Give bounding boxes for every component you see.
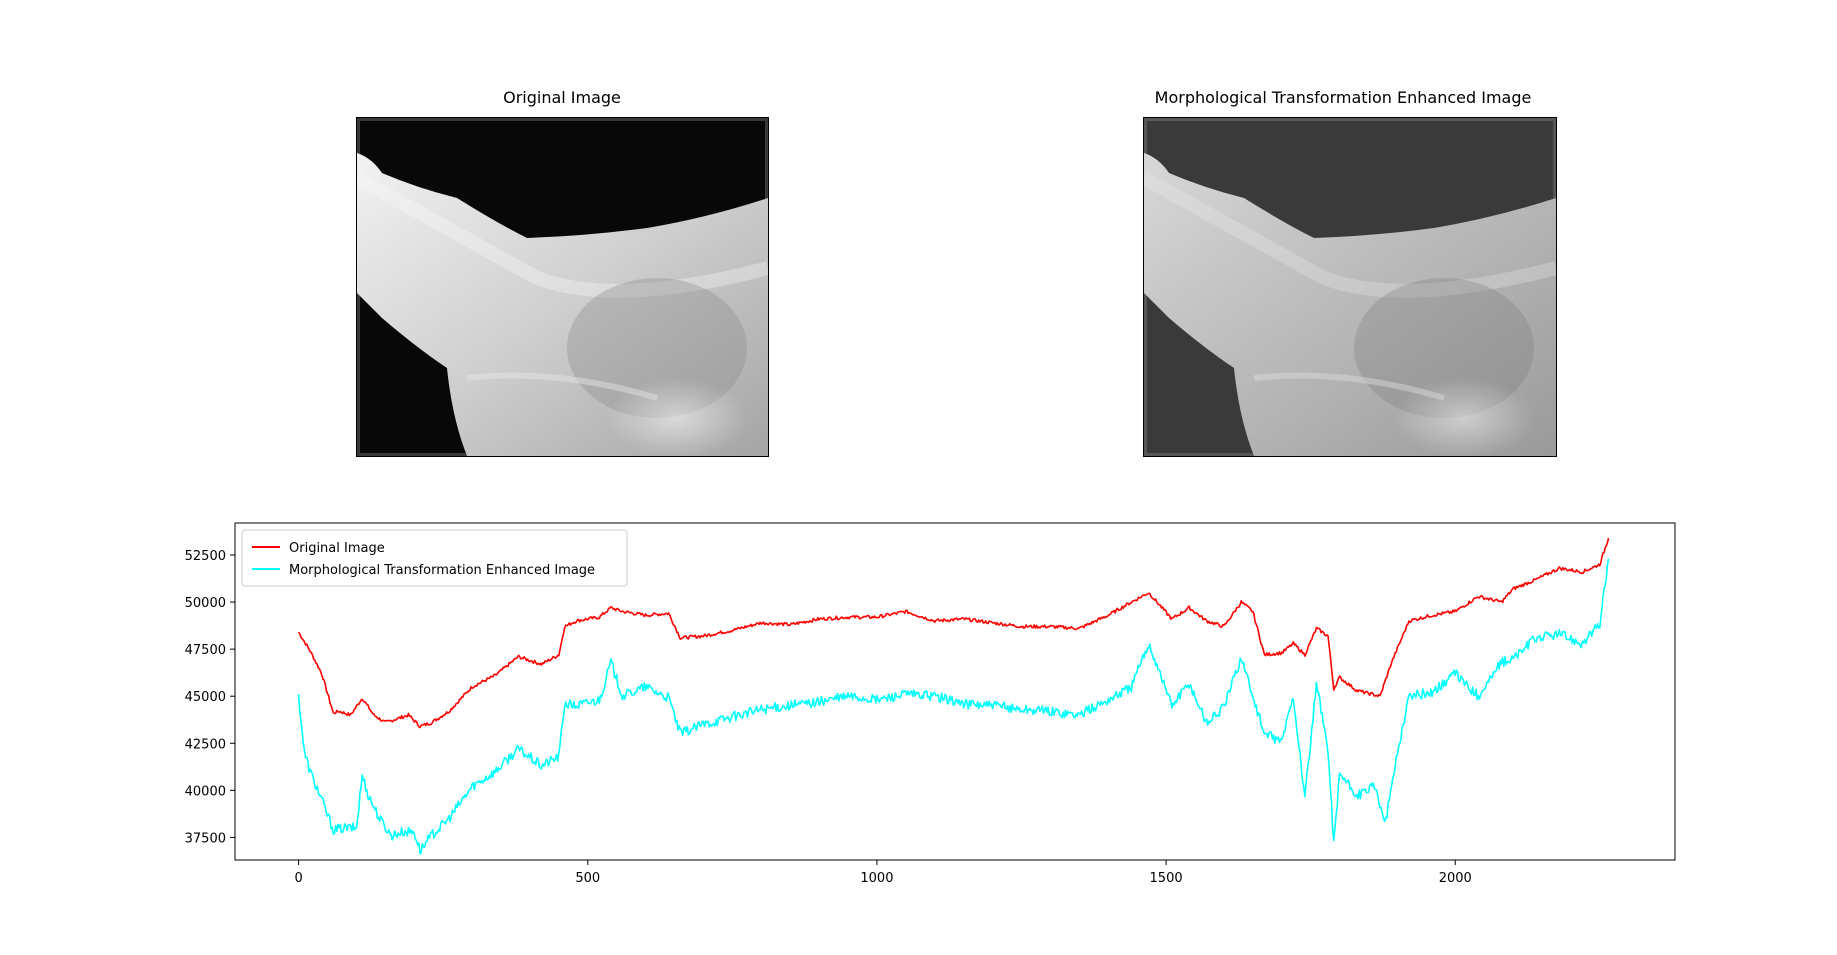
x-tick-label: 0 [294,871,302,886]
x-tick-label: 1000 [860,871,893,886]
series-line-0 [297,537,1610,729]
right-image-title: Morphological Transformation Enhanced Im… [1154,88,1532,107]
y-tick-label: 37500 [185,831,226,846]
y-tick-label: 42500 [185,737,226,752]
plot-frame [234,522,1676,861]
y-tick-label: 40000 [185,784,226,799]
series-lines [297,537,1610,855]
y-tick-label: 52500 [185,549,226,564]
legend-label: Morphological Transformation Enhanced Im… [289,563,595,578]
legend-label: Original Image [289,541,385,556]
left-image-title: Original Image [503,88,621,107]
x-tick-label: 1500 [1150,871,1183,886]
legend-box [241,529,628,587]
series-line-1 [297,558,1610,855]
x-tick-label: 500 [575,871,600,886]
y-tick-label: 50000 [185,596,226,611]
legend: Original Image Morphological Transformati… [241,529,628,587]
y-tick-label: 47500 [185,643,226,658]
y-tick-label: 45000 [185,690,226,705]
original-xray-image [356,117,769,457]
enhanced-xray-image [1143,117,1557,457]
axis-ticks: 0 500 1000 1500 2000 37500 40000 42500 45000 4750… [185,549,1472,886]
x-tick-label: 2000 [1439,871,1472,886]
